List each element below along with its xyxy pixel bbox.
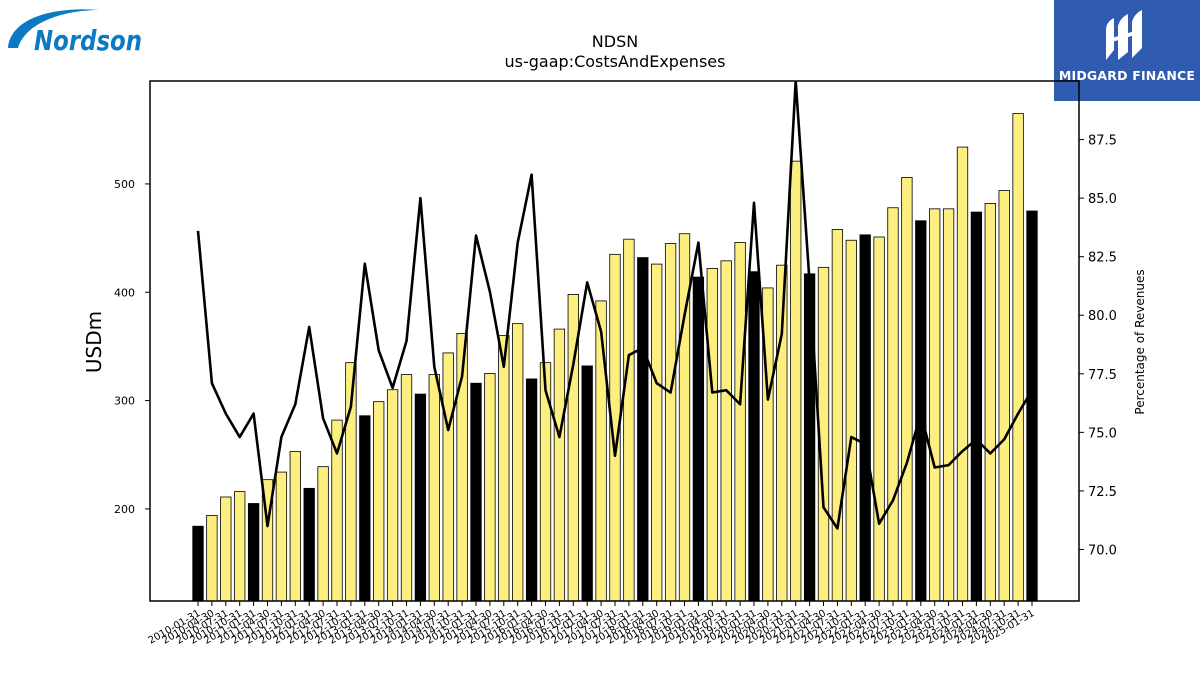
bar-2024-04-30 (984, 203, 996, 602)
nordson-logo: Nordson (4, 4, 146, 58)
bar-2012-04-30 (317, 466, 329, 602)
bar-series (192, 113, 1038, 602)
bar-2016-07-31 (553, 328, 566, 602)
y2-tick-label: 75.0 (1088, 426, 1117, 441)
axes: 200 300 400 500 70.0 72.5 75.0 77.5 80.0 82.5 85.0… (114, 80, 1117, 647)
bar-2025-01-31 (1026, 210, 1038, 602)
bar-2013-10-31 (400, 374, 413, 602)
y-tick-label: 300 (114, 395, 135, 408)
percentage-of-revenues-line (196, 81, 1034, 530)
bar-2024-01-31 (970, 211, 983, 602)
y2-tick-label: 80.0 (1088, 309, 1117, 324)
bar-2017-01-31 (581, 365, 593, 602)
bar-2015-04-30 (484, 373, 496, 602)
logo-swoosh (8, 9, 100, 48)
bar-2023-07-31 (942, 208, 955, 602)
bar-2019-07-31 (720, 260, 732, 602)
y2-tick-label: 87.5 (1088, 134, 1117, 149)
bar-2015-07-31 (498, 335, 510, 602)
bar-2014-01-31 (414, 393, 427, 602)
bar-2023-01-31 (915, 220, 927, 602)
y2-tick-label: 72.5 (1088, 485, 1117, 500)
bar-2022-01-31 (859, 234, 871, 602)
bar-2011-07-31 (275, 471, 288, 602)
midgard-emblem-icon (1106, 10, 1142, 60)
bar-2020-01-31 (748, 271, 760, 602)
bar-2022-10-31 (901, 177, 913, 602)
bar-2010-10-31 (234, 491, 246, 602)
bar-2010-04-30 (206, 515, 218, 602)
bar-2018-10-31 (678, 233, 691, 602)
bar-2010-07-31 (220, 496, 232, 602)
bar-2023-04-30 (929, 208, 941, 602)
bar-2019-04-30 (706, 268, 718, 602)
bar-2022-07-31 (887, 207, 899, 602)
bar-2011-01-31 (247, 503, 260, 602)
y-tick-label: 200 (114, 503, 135, 516)
line-series (196, 81, 1034, 530)
bar-2020-10-31 (790, 160, 802, 602)
y-tick-label: 500 (114, 178, 135, 191)
publisher-name: MIDGARD FINANCE (1058, 68, 1196, 83)
y2-tick-label: 82.5 (1088, 251, 1117, 266)
logo-text: Nordson (34, 24, 142, 57)
bar-2012-01-31 (303, 487, 315, 602)
bar-2019-10-31 (734, 242, 746, 602)
bar-2024-10-31 (1012, 113, 1024, 602)
bar-2017-04-30 (595, 300, 607, 602)
bar-2018-01-31 (637, 257, 649, 602)
bar-2024-07-31 (998, 190, 1010, 602)
bar-2015-10-31 (512, 323, 524, 602)
bar-2018-04-30 (651, 263, 663, 602)
y2-tick-label: 77.5 (1088, 368, 1117, 383)
bar-2013-07-31 (386, 389, 399, 602)
bar-2015-01-31 (470, 382, 482, 602)
bar-2014-04-30 (428, 374, 440, 602)
bar-2016-01-31 (525, 378, 538, 602)
bar-2023-10-31 (956, 146, 969, 602)
bar-2013-01-31 (359, 415, 371, 602)
bar-2017-10-31 (623, 238, 635, 602)
bar-2011-10-31 (289, 451, 301, 602)
chart-title: NDSN (591, 32, 639, 51)
bar-2013-04-30 (373, 401, 385, 602)
bar-2010-01-31 (192, 525, 204, 602)
bar-2018-07-31 (664, 243, 677, 602)
y2-tick-label: 85.0 (1088, 192, 1117, 207)
bar-2022-04-30 (873, 236, 885, 602)
chart-subtitle: us-gaap:CostsAndExpenses (504, 52, 726, 71)
bar-2021-10-31 (845, 239, 857, 602)
bar-2019-01-31 (692, 276, 705, 602)
bar-2014-07-31 (442, 352, 454, 602)
y-tick-label: 400 (114, 286, 135, 299)
bar-2021-07-31 (831, 229, 844, 602)
y2-tick-label: 70.0 (1088, 543, 1117, 558)
